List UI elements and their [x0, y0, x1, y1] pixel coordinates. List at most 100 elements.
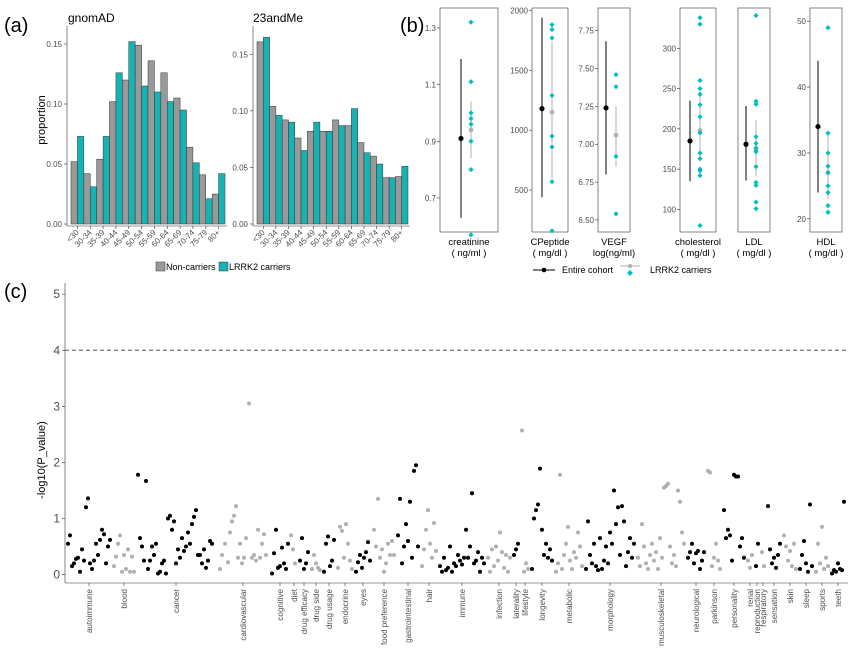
phenotype-point	[182, 549, 186, 554]
category-label: musculoskeletal	[657, 589, 666, 646]
phenotype-point	[618, 552, 622, 557]
facet-frame	[679, 7, 717, 233]
phenotype-point	[358, 552, 362, 557]
phenotype-point	[792, 541, 796, 546]
phenotype-point	[640, 522, 644, 527]
facet-label: cholesterol	[675, 237, 721, 248]
carrier-point	[753, 140, 759, 146]
phenotype-point	[400, 561, 404, 566]
phenotype-point	[104, 561, 108, 566]
phenotype-point	[314, 561, 318, 566]
y-tick-label: 30	[797, 149, 806, 158]
gnomad-bars: 0.000.050.100.15<3030-3435-3940-4445-495…	[46, 26, 227, 249]
phenotype-point	[548, 547, 552, 552]
legend-label-lrrk2-carriers: LRRK2 carriers	[650, 265, 712, 275]
phenotype-point	[396, 533, 400, 538]
phenotype-point	[474, 558, 478, 563]
category-label: neurological	[692, 589, 701, 632]
phenotype-point	[368, 558, 372, 563]
phenotype-point	[584, 566, 588, 571]
phenotype-point	[622, 519, 626, 524]
phenotype-point	[410, 555, 414, 560]
category-label: parkinson	[710, 589, 719, 624]
panel-a-histograms: proportion gnomAD 23andMe 0.00 0.05 0.10 0.…	[36, 11, 410, 272]
phenotype-point	[232, 513, 236, 518]
phenotype-point	[132, 569, 136, 574]
phenotype-point	[496, 558, 500, 563]
category-label: hair	[425, 589, 434, 603]
phenotype-point	[366, 540, 370, 545]
phenotype-point	[264, 552, 268, 557]
facet-label: VEGF	[601, 237, 627, 248]
bar-carrier	[376, 163, 384, 225]
phenotype-point	[178, 555, 182, 560]
phenotype-point	[274, 527, 278, 532]
phenotype-point	[336, 565, 340, 570]
phenotype-point	[698, 566, 702, 571]
phenotype-point	[520, 428, 524, 433]
phenotype-point	[692, 561, 696, 566]
y-tick-label: 300	[663, 44, 677, 53]
phenotype-point	[750, 552, 754, 557]
legend-label-noncarriers: Non-carriers	[166, 262, 216, 272]
phenotype-point	[240, 561, 244, 566]
phenotype-point	[472, 561, 476, 566]
bar-carrier	[325, 130, 333, 225]
y-tick-label: 0.15	[232, 50, 248, 59]
carrier-point	[825, 209, 831, 215]
category-label: drug usage	[325, 588, 334, 629]
phenotype-point	[432, 521, 436, 525]
carrier-point	[697, 102, 703, 108]
y-tick-label: 1.3	[425, 24, 437, 33]
phenotype-point	[164, 571, 168, 576]
phenotype-point	[784, 544, 788, 549]
carrier-point	[468, 19, 474, 25]
phenotype-point	[78, 569, 82, 574]
phenotype-point	[482, 561, 486, 566]
phenotype-point	[516, 541, 520, 546]
phenotype-point	[220, 552, 224, 557]
phenotype-point	[770, 561, 774, 566]
phenotype-point	[130, 554, 134, 559]
y-tick-label: 250	[663, 85, 677, 94]
phenotype-point	[466, 555, 470, 560]
phenotype-point	[532, 516, 536, 521]
phenotype-point	[814, 569, 818, 574]
phenotype-point	[542, 552, 546, 557]
carrier-median	[549, 109, 555, 115]
panel-a-letter: (a)	[4, 15, 28, 37]
facet-label: LDL	[745, 237, 762, 248]
phenotype-point	[326, 534, 330, 539]
bar-carrier	[192, 162, 200, 225]
cohort-median	[603, 105, 609, 111]
phenotype-point	[414, 463, 418, 468]
phenotype-point	[776, 552, 780, 557]
carrier-point	[697, 85, 703, 92]
phenotype-point	[818, 561, 822, 566]
phenotype-point	[360, 565, 364, 570]
phenotype-point	[620, 504, 624, 509]
bar-noncarrier	[281, 119, 289, 225]
phenotype-point	[356, 560, 360, 565]
y-tick-label: 50	[797, 17, 806, 26]
phenotype-point	[286, 541, 290, 546]
bar-carrier	[363, 152, 371, 225]
phenotype-point	[112, 564, 116, 569]
carrier-point	[753, 199, 759, 205]
carrier-point	[825, 203, 831, 209]
carrier-point	[468, 110, 474, 116]
phenotype-point	[546, 555, 550, 560]
carrier-point	[753, 134, 759, 140]
bar-noncarrier	[96, 158, 104, 225]
phenotype-point	[293, 561, 297, 566]
phenotype-point	[354, 569, 358, 574]
bar-carrier	[263, 37, 270, 225]
legend-swatch-noncarriers	[155, 261, 166, 272]
bar-noncarrier	[134, 44, 142, 225]
category-label: reproduction	[753, 589, 762, 633]
bar-carrier	[288, 121, 296, 225]
facet-title-23andme: 23andMe	[253, 11, 303, 25]
bar-noncarrier	[173, 97, 181, 225]
phenotype-point	[480, 555, 484, 560]
phenotype-point	[194, 508, 198, 513]
